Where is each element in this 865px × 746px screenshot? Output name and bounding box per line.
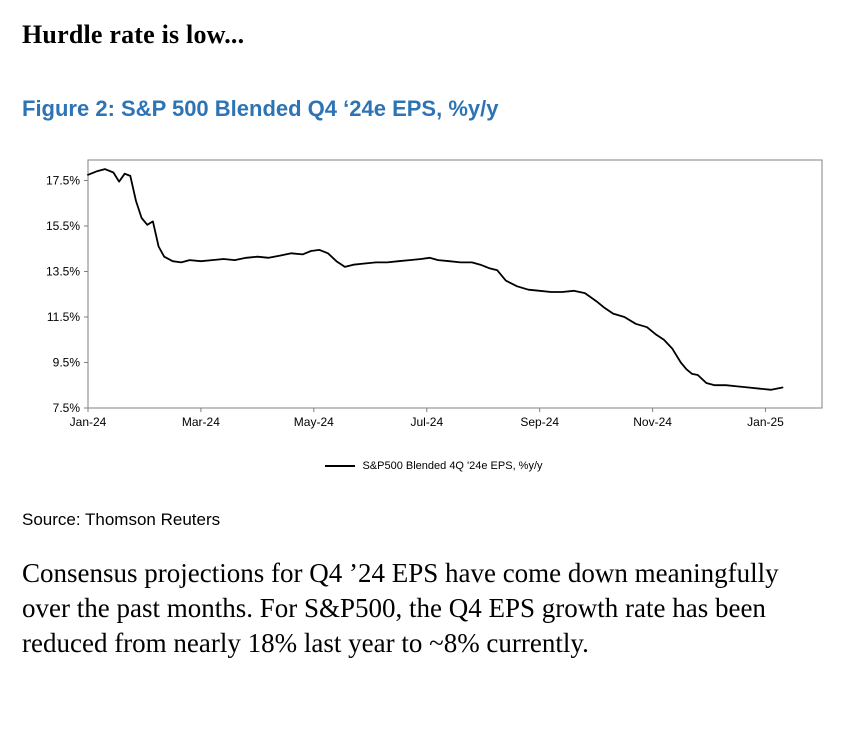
x-tick-label: Mar-24 — [182, 415, 220, 429]
legend-line-swatch — [325, 465, 356, 467]
chart-legend: S&P500 Blended 4Q '24e EPS, %y/y — [26, 460, 842, 472]
y-tick-label: 15.5% — [46, 219, 80, 233]
x-tick-label: Jul-24 — [410, 415, 443, 429]
x-tick-label: May-24 — [294, 415, 334, 429]
y-tick-label: 11.5% — [47, 310, 80, 324]
figure-title: Figure 2: S&P 500 Blended Q4 ‘24e EPS, %… — [22, 96, 499, 121]
section-heading: Hurdle rate is low... — [22, 20, 245, 49]
x-tick-label: Jan-25 — [747, 415, 784, 429]
x-tick-label: Jan-24 — [70, 415, 107, 429]
chart-canvas: 7.5% 9.5% 11.5% 13.5% 15.5% 17.5% Jan-24 Mar-24… — [46, 159, 823, 429]
y-tick-label: 13.5% — [46, 265, 80, 279]
y-tick-label: 7.5% — [53, 401, 81, 415]
legend-label: S&P500 Blended 4Q '24e EPS, %y/y — [362, 460, 543, 472]
y-tick-label: 9.5% — [53, 356, 81, 370]
x-tick-label: Sep-24 — [520, 415, 559, 429]
eps-line-chart: 7.5% 9.5% 11.5% 13.5% 15.5% 17.5% Jan-24 Mar-24… — [26, 150, 842, 490]
x-tick-label: Nov-24 — [633, 415, 672, 429]
plot-border — [87, 159, 823, 409]
eps-series-line — [87, 168, 784, 391]
body-paragraph: Consensus projections for Q4 ’24 EPS hav… — [22, 558, 779, 659]
source-line: Source: Thomson Reuters — [22, 510, 221, 529]
y-tick-label: 17.5% — [46, 174, 80, 188]
